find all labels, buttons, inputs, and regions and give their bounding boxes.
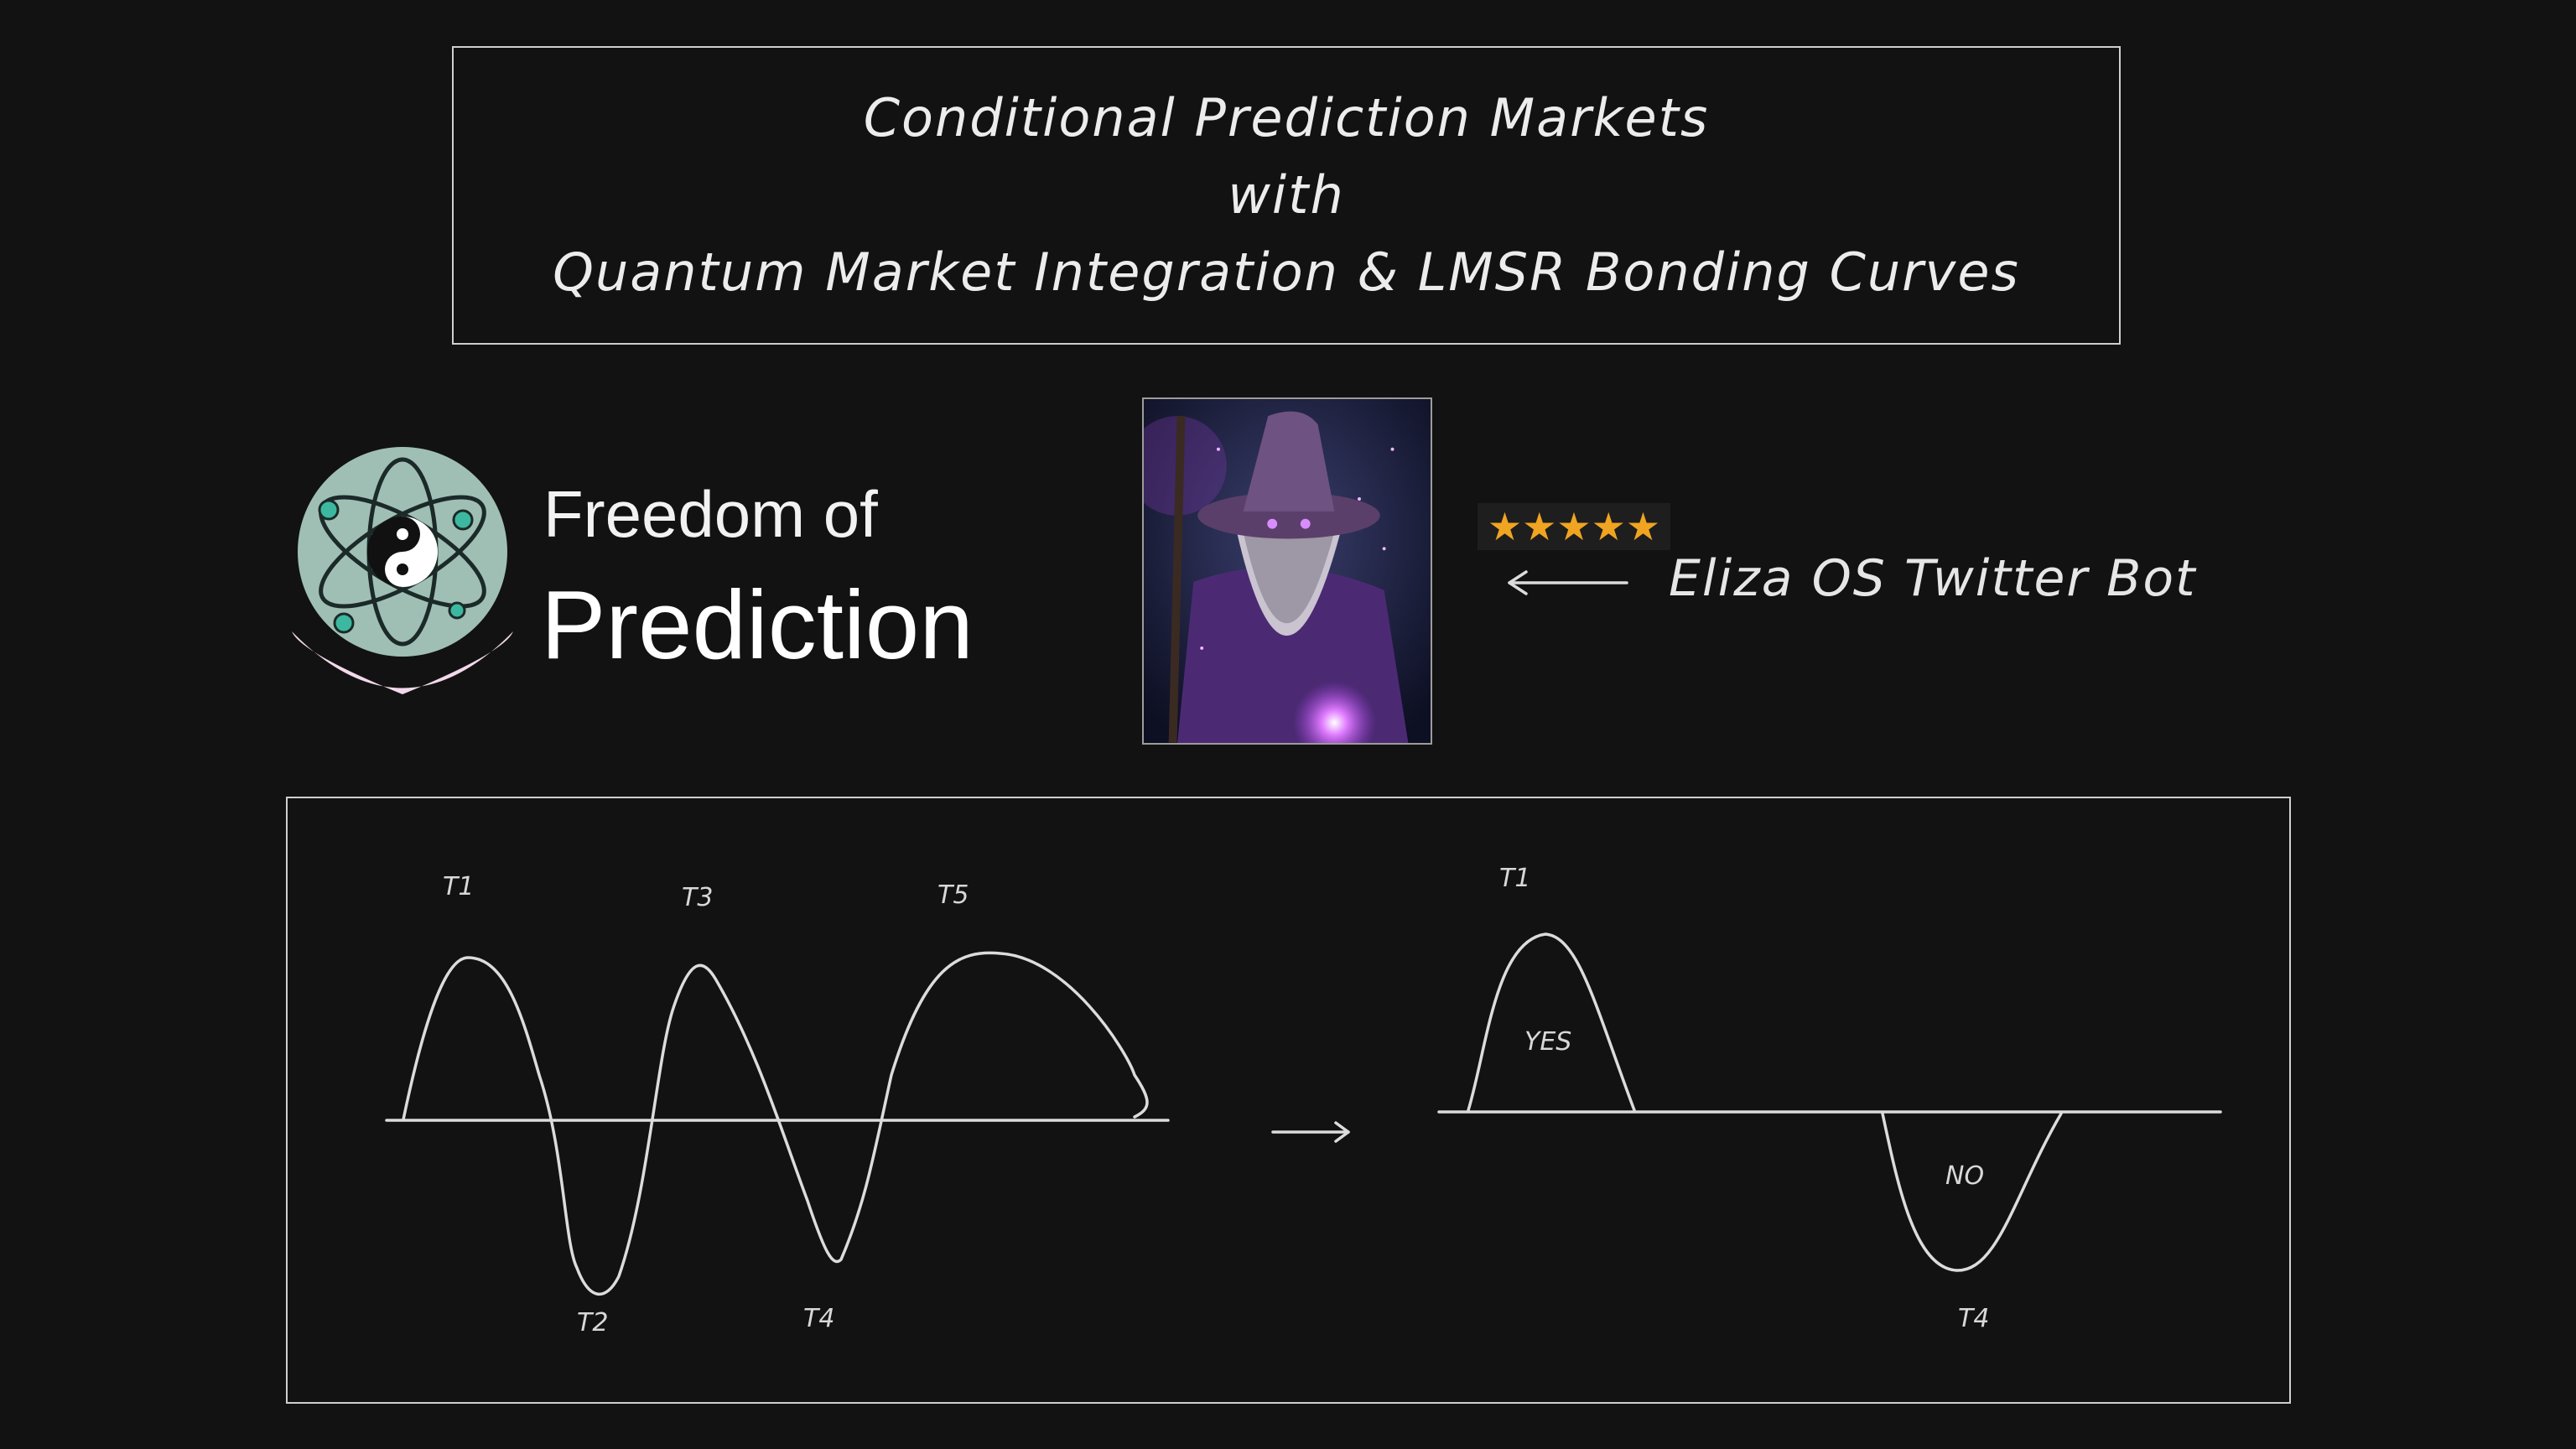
brand-top-text: Freedom of — [543, 477, 878, 551]
left-label-t3: T3 — [682, 883, 713, 912]
right-yes-bump — [1467, 932, 1636, 1112]
wizard-avatar-icon — [1142, 397, 1432, 745]
left-label-t1: T1 — [443, 872, 474, 901]
right-arrow-icon — [1271, 1121, 1350, 1143]
left-arrow-icon — [1508, 570, 1628, 595]
left-label-t2: T2 — [577, 1308, 608, 1337]
brand-main-text: Prediction — [541, 570, 974, 679]
right-label-t4: T4 — [1958, 1304, 1989, 1333]
right-label-t1: T1 — [1499, 864, 1530, 893]
waveform-diagram: T1 T2 T3 T4 T5 T1 YES NO T4 — [385, 864, 2222, 1337]
title-line-3: Quantum Market Integration & LMSR Bondin… — [553, 242, 2020, 303]
rating-stars-text: ★★★★★ — [1487, 504, 1661, 549]
atom-yinyang-icon — [292, 447, 513, 694]
diagram-box: T1 T2 T3 T4 T5 T1 YES NO T4 — [286, 797, 2291, 1404]
bot-label: Eliza OS Twitter Bot — [1669, 549, 2197, 608]
right-no-dip — [1881, 1112, 2063, 1272]
right-label-yes: YES — [1524, 1027, 1571, 1057]
title-line-1: Conditional Prediction Markets — [863, 87, 1710, 148]
title-line-2: with — [1228, 164, 1345, 226]
left-wave — [402, 951, 1149, 1296]
left-label-t4: T4 — [803, 1304, 834, 1333]
right-label-no: NO — [1945, 1161, 1984, 1191]
title-box: Conditional Prediction Markets with Quan… — [452, 46, 2121, 345]
left-label-t5: T5 — [937, 880, 969, 910]
rating-stars: ★★★★★ — [1478, 503, 1670, 550]
